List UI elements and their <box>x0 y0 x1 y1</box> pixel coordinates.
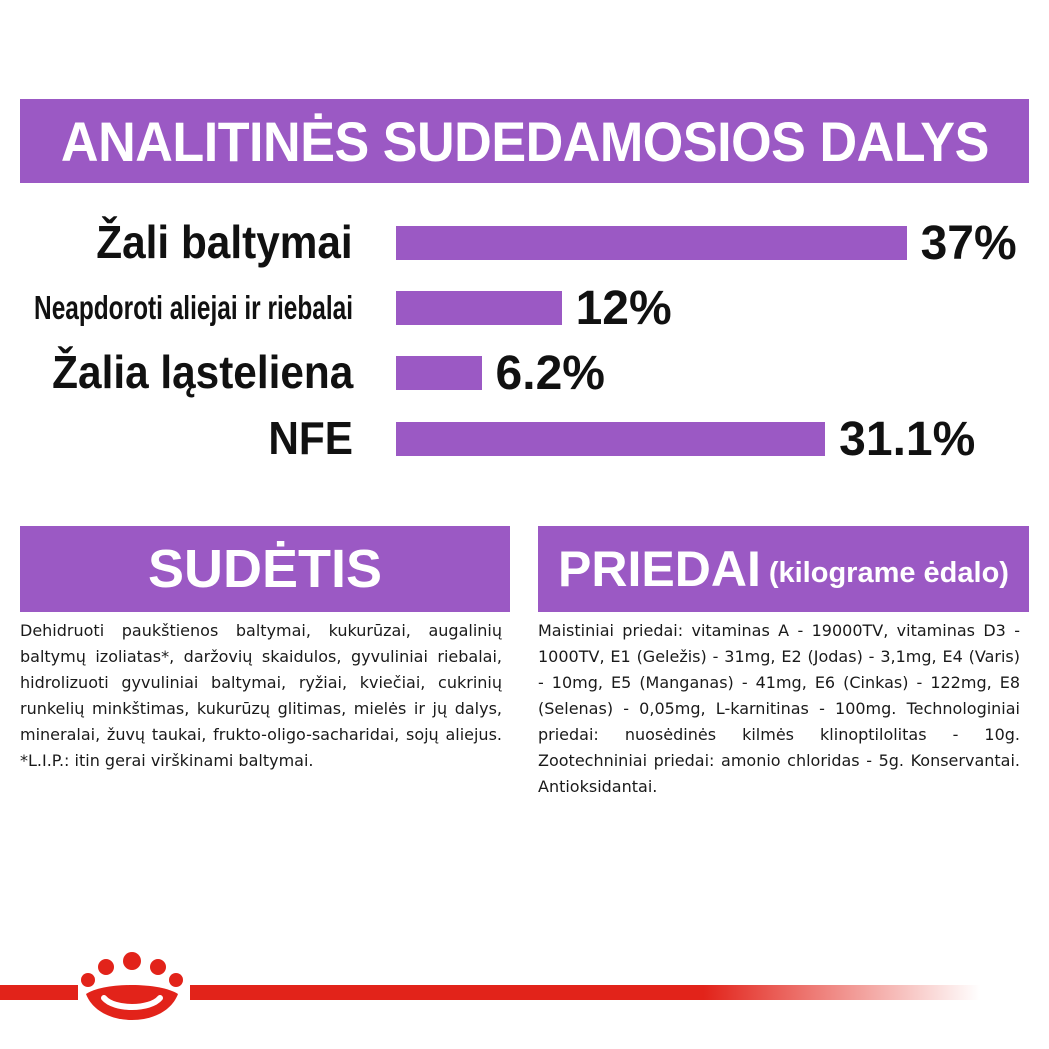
royal-canin-crown-icon <box>81 952 183 1020</box>
priedai-title: PRIEDAI <box>558 541 761 597</box>
sudetis-text: Dehidruoti paukštienos baltymai, kukurūz… <box>20 621 502 770</box>
priedai-banner: PRIEDAI (kilograme ėdalo) <box>538 526 1029 612</box>
title-banner: ANALITINĖS SUDEDAMOSIOS DALYS <box>20 99 1029 183</box>
category-label: Neapdoroti aliejai ir riebalai <box>34 288 353 326</box>
bar <box>396 422 826 456</box>
value-label: 6.2% <box>495 347 605 400</box>
footer-line-left <box>0 985 78 1000</box>
bar <box>396 226 907 260</box>
category-label: Žali baltymai <box>96 216 353 268</box>
value-label: 12% <box>575 282 672 335</box>
value-label: 31.1% <box>839 413 976 466</box>
value-label: 37% <box>920 217 1017 270</box>
sudetis-title: SUDĖTIS <box>147 539 383 599</box>
footer-line-right <box>190 985 980 1000</box>
chart-title: ANALITINĖS SUDEDAMOSIOS DALYS <box>60 109 989 173</box>
priedai-text: Maistiniai priedai: vitaminas A - 19000T… <box>538 621 1020 796</box>
bar <box>396 291 562 325</box>
priedai-subtitle: (kilograme ėdalo) <box>768 556 1009 589</box>
sudetis-banner: SUDĖTIS <box>20 526 510 612</box>
bar <box>396 356 482 390</box>
category-label: Žalia ląsteliena <box>51 346 353 398</box>
category-label: NFE <box>268 412 353 464</box>
